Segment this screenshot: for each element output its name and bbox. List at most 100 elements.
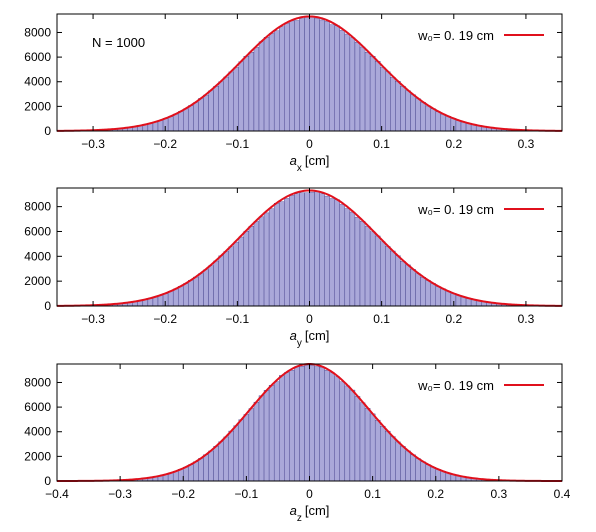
histogram-bar xyxy=(339,204,346,307)
histogram-bar xyxy=(334,25,340,132)
histogram-bar xyxy=(263,390,270,482)
histogram-bar xyxy=(364,226,371,307)
histogram-bars-z xyxy=(56,365,563,482)
histogram-bar xyxy=(410,269,416,307)
histogram-bar xyxy=(324,370,330,482)
histogram-bar xyxy=(208,90,214,132)
x-tick-label: 0.1 xyxy=(364,487,381,501)
x-axis-subscript: x xyxy=(297,163,302,174)
histogram-bar xyxy=(430,108,436,132)
histogram-bar xyxy=(395,441,401,482)
x-tick-label: 0.3 xyxy=(518,312,535,326)
panel-x: −0.3 −0.2 −0.1 0 0.1 0.2 0.3 0 2000 4000 6000 8000 a… xyxy=(24,13,563,174)
histogram-bar xyxy=(420,102,426,132)
histogram-bar xyxy=(344,385,351,482)
histogram-bar xyxy=(395,255,401,307)
histogram-bar xyxy=(430,467,436,482)
histogram-bar xyxy=(218,255,224,307)
y-tick-label: 6000 xyxy=(24,400,51,414)
x-tick-label: −0.2 xyxy=(153,137,177,151)
histogram-bar xyxy=(248,225,255,307)
histogram-bar xyxy=(193,461,199,482)
y-tick-label: 0 xyxy=(44,474,51,488)
histogram-bar xyxy=(339,30,346,132)
histogram-bar xyxy=(198,458,204,482)
histogram-bar xyxy=(178,286,184,307)
histogram-bar xyxy=(248,408,255,482)
histogram-bar xyxy=(420,277,426,307)
histogram-bar xyxy=(415,273,421,307)
histogram-bar xyxy=(167,291,174,307)
histogram-bar xyxy=(299,18,305,132)
panel-z: −0.4 −0.3 −0.2 −0.1 0 0.1 0.2 0.3 0.4 0 2000 4000 60… xyxy=(24,362,571,524)
histogram-bar xyxy=(395,81,401,132)
histogram-bar xyxy=(385,430,391,482)
histogram-bar xyxy=(258,41,265,132)
histogram-bar xyxy=(273,202,280,307)
histogram-bar xyxy=(435,469,441,482)
histogram-bar xyxy=(172,288,179,307)
histogram-bar xyxy=(364,52,371,132)
x-tick-label: −0.1 xyxy=(226,312,250,326)
histogram-bar xyxy=(233,241,239,307)
histogram-bar xyxy=(193,102,199,132)
histogram-bar xyxy=(400,261,406,307)
x-tick-label: −0.1 xyxy=(226,137,250,151)
histogram-bar xyxy=(314,366,320,482)
y-tick-label: 4000 xyxy=(24,249,51,263)
histogram-bar xyxy=(380,67,386,132)
y-tick-label: 0 xyxy=(44,124,51,138)
x-axis-title: az [cm] xyxy=(290,503,330,524)
histogram-bar xyxy=(188,105,194,132)
histogram-bar xyxy=(279,201,285,307)
histogram-bar xyxy=(314,18,320,132)
histogram-bar xyxy=(344,33,351,132)
histogram-bar xyxy=(218,441,224,482)
histogram-bar xyxy=(425,105,431,132)
histogram-bar xyxy=(405,450,411,482)
histogram-bar xyxy=(223,251,229,307)
y-tick-label: 8000 xyxy=(24,25,51,39)
histogram-bar xyxy=(364,408,371,482)
histogram-bar xyxy=(349,389,356,482)
histogram-bar xyxy=(157,120,164,132)
histogram-bar xyxy=(203,454,209,482)
x-tick-label: 0.3 xyxy=(518,137,535,151)
histogram-bar xyxy=(440,288,447,307)
histogram-bar xyxy=(294,193,300,307)
x-axis-title: ay [cm] xyxy=(290,328,330,349)
histogram-bar xyxy=(263,212,270,307)
histogram-bar xyxy=(369,56,376,132)
histogram-bar xyxy=(374,235,381,307)
histogram-bar xyxy=(435,111,441,132)
y-tick-label: 2000 xyxy=(24,274,51,288)
histogram-bar xyxy=(329,372,335,482)
histogram-bar xyxy=(167,116,174,132)
x-axis-subscript: z xyxy=(297,513,302,524)
x-tick-label: 0.2 xyxy=(445,137,462,151)
histogram-bar xyxy=(238,419,245,482)
histogram-bar xyxy=(284,22,290,132)
histogram-bar xyxy=(445,116,452,132)
histogram-bar xyxy=(385,71,391,132)
x-tick-label: 0 xyxy=(306,312,313,326)
histogram-bar xyxy=(213,260,219,307)
histogram-bar xyxy=(430,283,436,307)
histogram-bar xyxy=(203,269,209,307)
histogram-bar xyxy=(380,425,386,482)
histogram-bar xyxy=(238,236,245,307)
y-tick-label: 8000 xyxy=(24,375,51,389)
histogram-bar xyxy=(339,381,346,482)
histogram-bar xyxy=(304,192,310,307)
legend-label: w₀= 0. 19 cm xyxy=(417,28,494,43)
histogram-bar xyxy=(208,265,214,307)
y-tick-label: 6000 xyxy=(24,224,51,238)
histogram-bar xyxy=(157,295,164,307)
histogram-bar xyxy=(208,450,214,482)
histogram-bar xyxy=(354,396,361,482)
histogram-bars-y xyxy=(56,191,563,307)
histogram-bar xyxy=(243,414,250,482)
x-axis-unit: [cm] xyxy=(305,503,330,518)
histogram-bar xyxy=(455,295,462,307)
histogram-bar xyxy=(284,372,290,482)
